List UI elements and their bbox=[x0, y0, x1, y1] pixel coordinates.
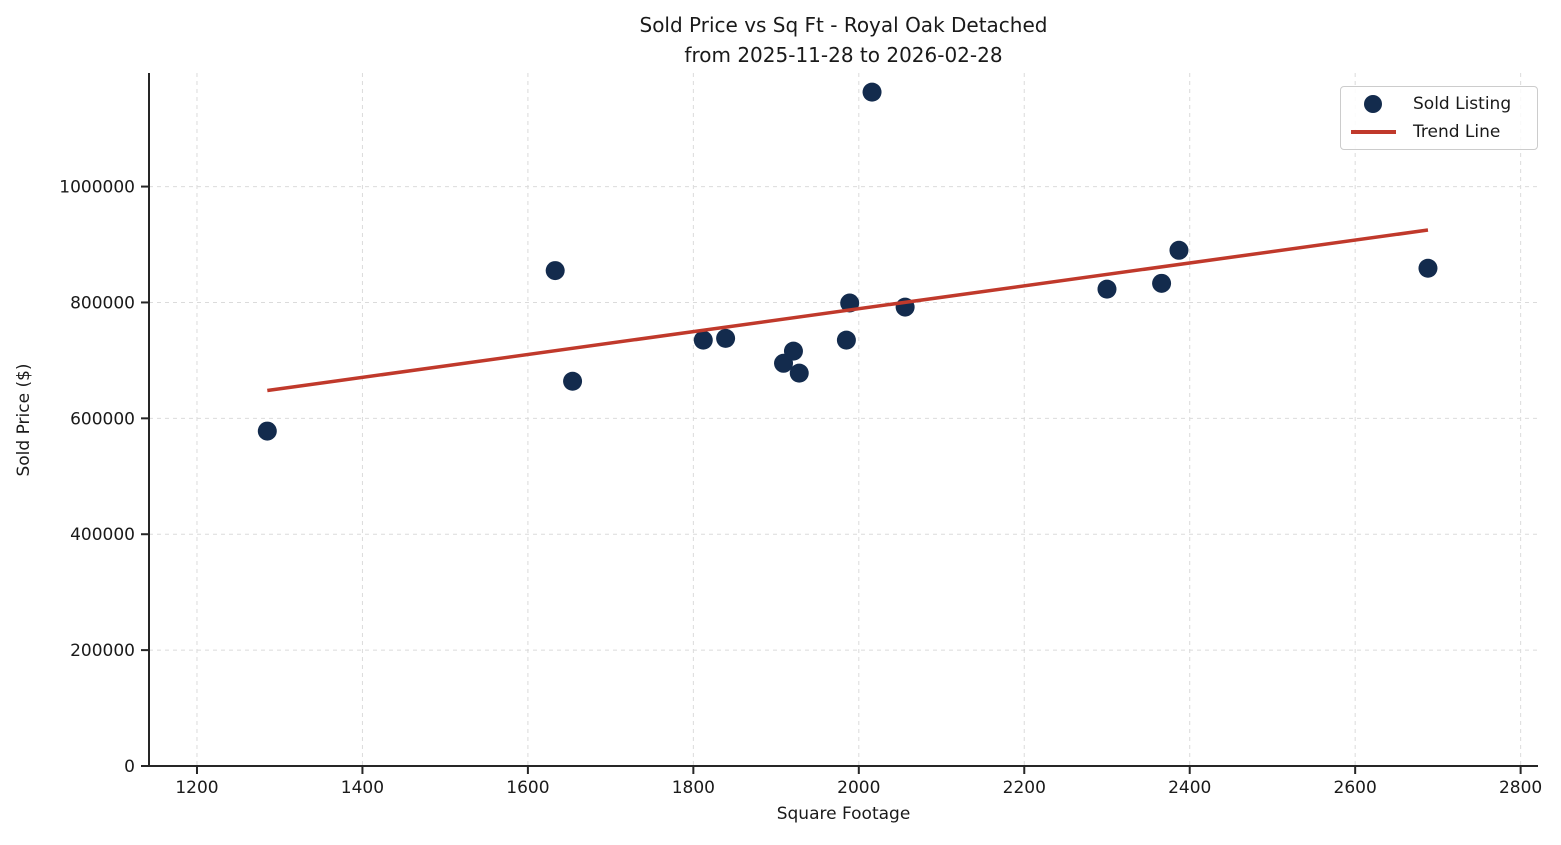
legend-item-sold-listing: Sold Listing bbox=[1347, 90, 1531, 118]
y-tick-label: 600000 bbox=[70, 409, 135, 429]
scatter-point bbox=[257, 421, 277, 441]
scatter-point bbox=[563, 371, 583, 391]
y-tick-label: 0 bbox=[124, 757, 135, 777]
legend-swatch-cell bbox=[1347, 130, 1399, 134]
scatter-point bbox=[1418, 258, 1438, 278]
x-tick-label: 2000 bbox=[837, 778, 880, 798]
x-tick-label: 1400 bbox=[341, 778, 384, 798]
x-tick-label: 2200 bbox=[1003, 778, 1046, 798]
x-tick-label: 1800 bbox=[672, 778, 715, 798]
chart-title-line2: from 2025-11-28 to 2026-02-28 bbox=[684, 43, 1003, 67]
legend: Sold Listing Trend Line bbox=[1340, 86, 1538, 150]
scatter-point bbox=[789, 363, 809, 383]
scatter-point bbox=[1152, 273, 1172, 293]
x-tick-label: 2400 bbox=[1168, 778, 1211, 798]
y-tick-label: 200000 bbox=[70, 641, 135, 661]
scatter-point bbox=[545, 261, 565, 281]
scatter-point bbox=[1169, 240, 1189, 260]
sold-listing-marker-icon bbox=[1364, 95, 1382, 113]
scatter-point bbox=[862, 82, 882, 102]
y-tick-label: 800000 bbox=[70, 293, 135, 313]
legend-swatch-cell bbox=[1347, 95, 1399, 113]
x-axis-label: Square Footage bbox=[776, 804, 911, 824]
y-tick-label: 1000000 bbox=[59, 178, 135, 198]
scatter-point bbox=[693, 330, 713, 350]
y-axis-label: Sold Price ($) bbox=[14, 363, 34, 477]
legend-label-sold-listing: Sold Listing bbox=[1413, 94, 1512, 114]
chart-title: Sold Price vs Sq Ft - Royal Oak Detached… bbox=[149, 10, 1538, 70]
scatter-point bbox=[716, 328, 736, 348]
x-tick-label: 2600 bbox=[1334, 778, 1377, 798]
scatter-point bbox=[783, 341, 803, 361]
legend-label-trend-line: Trend Line bbox=[1413, 122, 1501, 142]
trend-line-marker-icon bbox=[1350, 130, 1396, 134]
x-tick-label: 1200 bbox=[175, 778, 218, 798]
x-tick-label: 2800 bbox=[1499, 778, 1542, 798]
scatter-point bbox=[1097, 279, 1117, 299]
chart-title-line1: Sold Price vs Sq Ft - Royal Oak Detached bbox=[639, 13, 1048, 37]
legend-item-trend-line: Trend Line bbox=[1347, 118, 1531, 146]
x-tick-label: 1600 bbox=[506, 778, 549, 798]
y-tick-label: 400000 bbox=[70, 525, 135, 545]
trend-line bbox=[267, 228, 1429, 393]
scatter-point bbox=[836, 330, 856, 350]
